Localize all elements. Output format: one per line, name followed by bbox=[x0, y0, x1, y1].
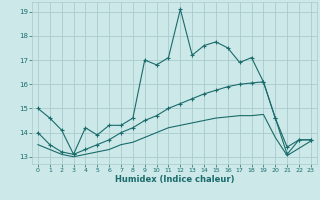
X-axis label: Humidex (Indice chaleur): Humidex (Indice chaleur) bbox=[115, 175, 234, 184]
